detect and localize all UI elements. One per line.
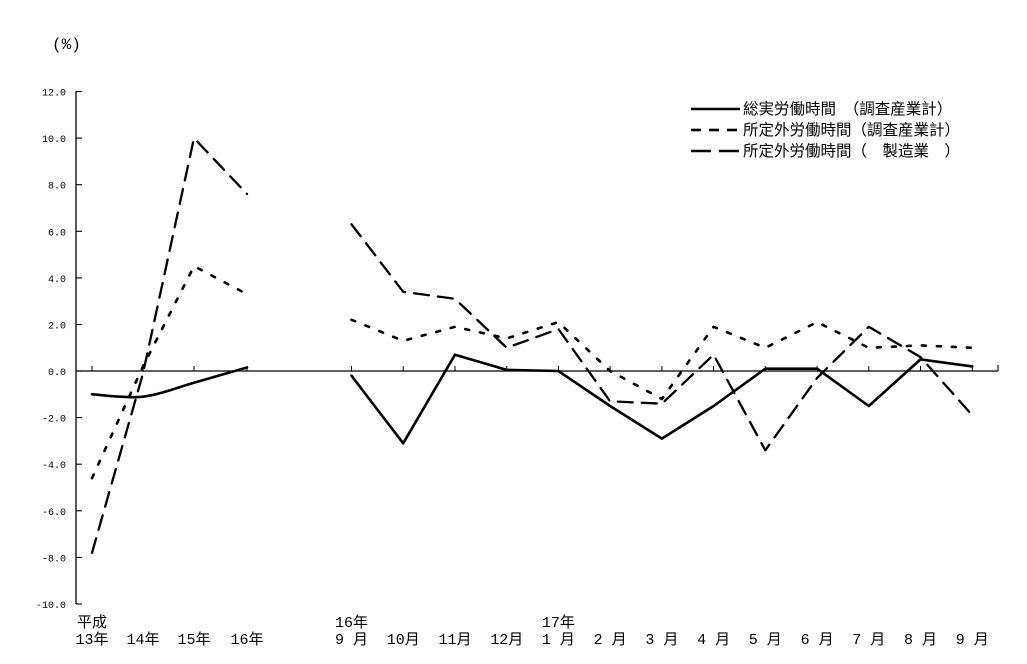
svg-text:17年: 17年 bbox=[542, 614, 575, 632]
svg-text:総実労働時間 （調査産業計）: 総実労働時間 （調査産業計） bbox=[743, 100, 952, 118]
svg-text:13年: 13年 bbox=[75, 631, 108, 649]
svg-text:平成: 平成 bbox=[77, 614, 107, 632]
svg-text:6 月: 6 月 bbox=[801, 632, 834, 649]
svg-text:3 月: 3 月 bbox=[645, 632, 678, 649]
svg-text:4 月: 4 月 bbox=[697, 632, 730, 649]
svg-text:2 月: 2 月 bbox=[594, 632, 627, 649]
svg-text:(%): (%) bbox=[52, 36, 81, 54]
svg-text:-6.0: -6.0 bbox=[42, 508, 66, 519]
svg-text:1 月: 1 月 bbox=[542, 632, 575, 649]
svg-text:11月: 11月 bbox=[438, 632, 471, 649]
svg-text:12月: 12月 bbox=[490, 632, 523, 649]
svg-text:15年: 15年 bbox=[177, 631, 210, 649]
svg-text:8.0: 8.0 bbox=[48, 182, 66, 193]
svg-text:16年: 16年 bbox=[335, 614, 368, 632]
svg-text:4.0: 4.0 bbox=[48, 275, 66, 286]
svg-text:9 月: 9 月 bbox=[956, 632, 989, 649]
svg-text:2.0: 2.0 bbox=[48, 322, 66, 333]
svg-text:14年: 14年 bbox=[126, 631, 159, 649]
svg-text:6.0: 6.0 bbox=[48, 228, 66, 239]
svg-text:-4.0: -4.0 bbox=[42, 461, 66, 472]
svg-text:-2.0: -2.0 bbox=[42, 415, 66, 426]
svg-text:10月: 10月 bbox=[387, 632, 420, 649]
svg-text:8 月: 8 月 bbox=[904, 632, 937, 649]
svg-text:5 月: 5 月 bbox=[749, 632, 782, 649]
svg-text:所定外労働時間（調査産業計）: 所定外労働時間（調査産業計） bbox=[743, 121, 960, 139]
svg-text:所定外労働時間（ 製造業 ）: 所定外労働時間（ 製造業 ） bbox=[743, 142, 960, 160]
svg-text:12.0: 12.0 bbox=[42, 89, 66, 100]
svg-text:9 月: 9 月 bbox=[335, 632, 368, 649]
svg-text:7 月: 7 月 bbox=[852, 632, 885, 649]
svg-text:10.0: 10.0 bbox=[42, 135, 66, 146]
svg-text:0.0: 0.0 bbox=[48, 368, 66, 379]
svg-text:16年: 16年 bbox=[230, 631, 263, 649]
svg-text:-10.0: -10.0 bbox=[36, 601, 66, 612]
svg-text:-8.0: -8.0 bbox=[42, 554, 66, 565]
